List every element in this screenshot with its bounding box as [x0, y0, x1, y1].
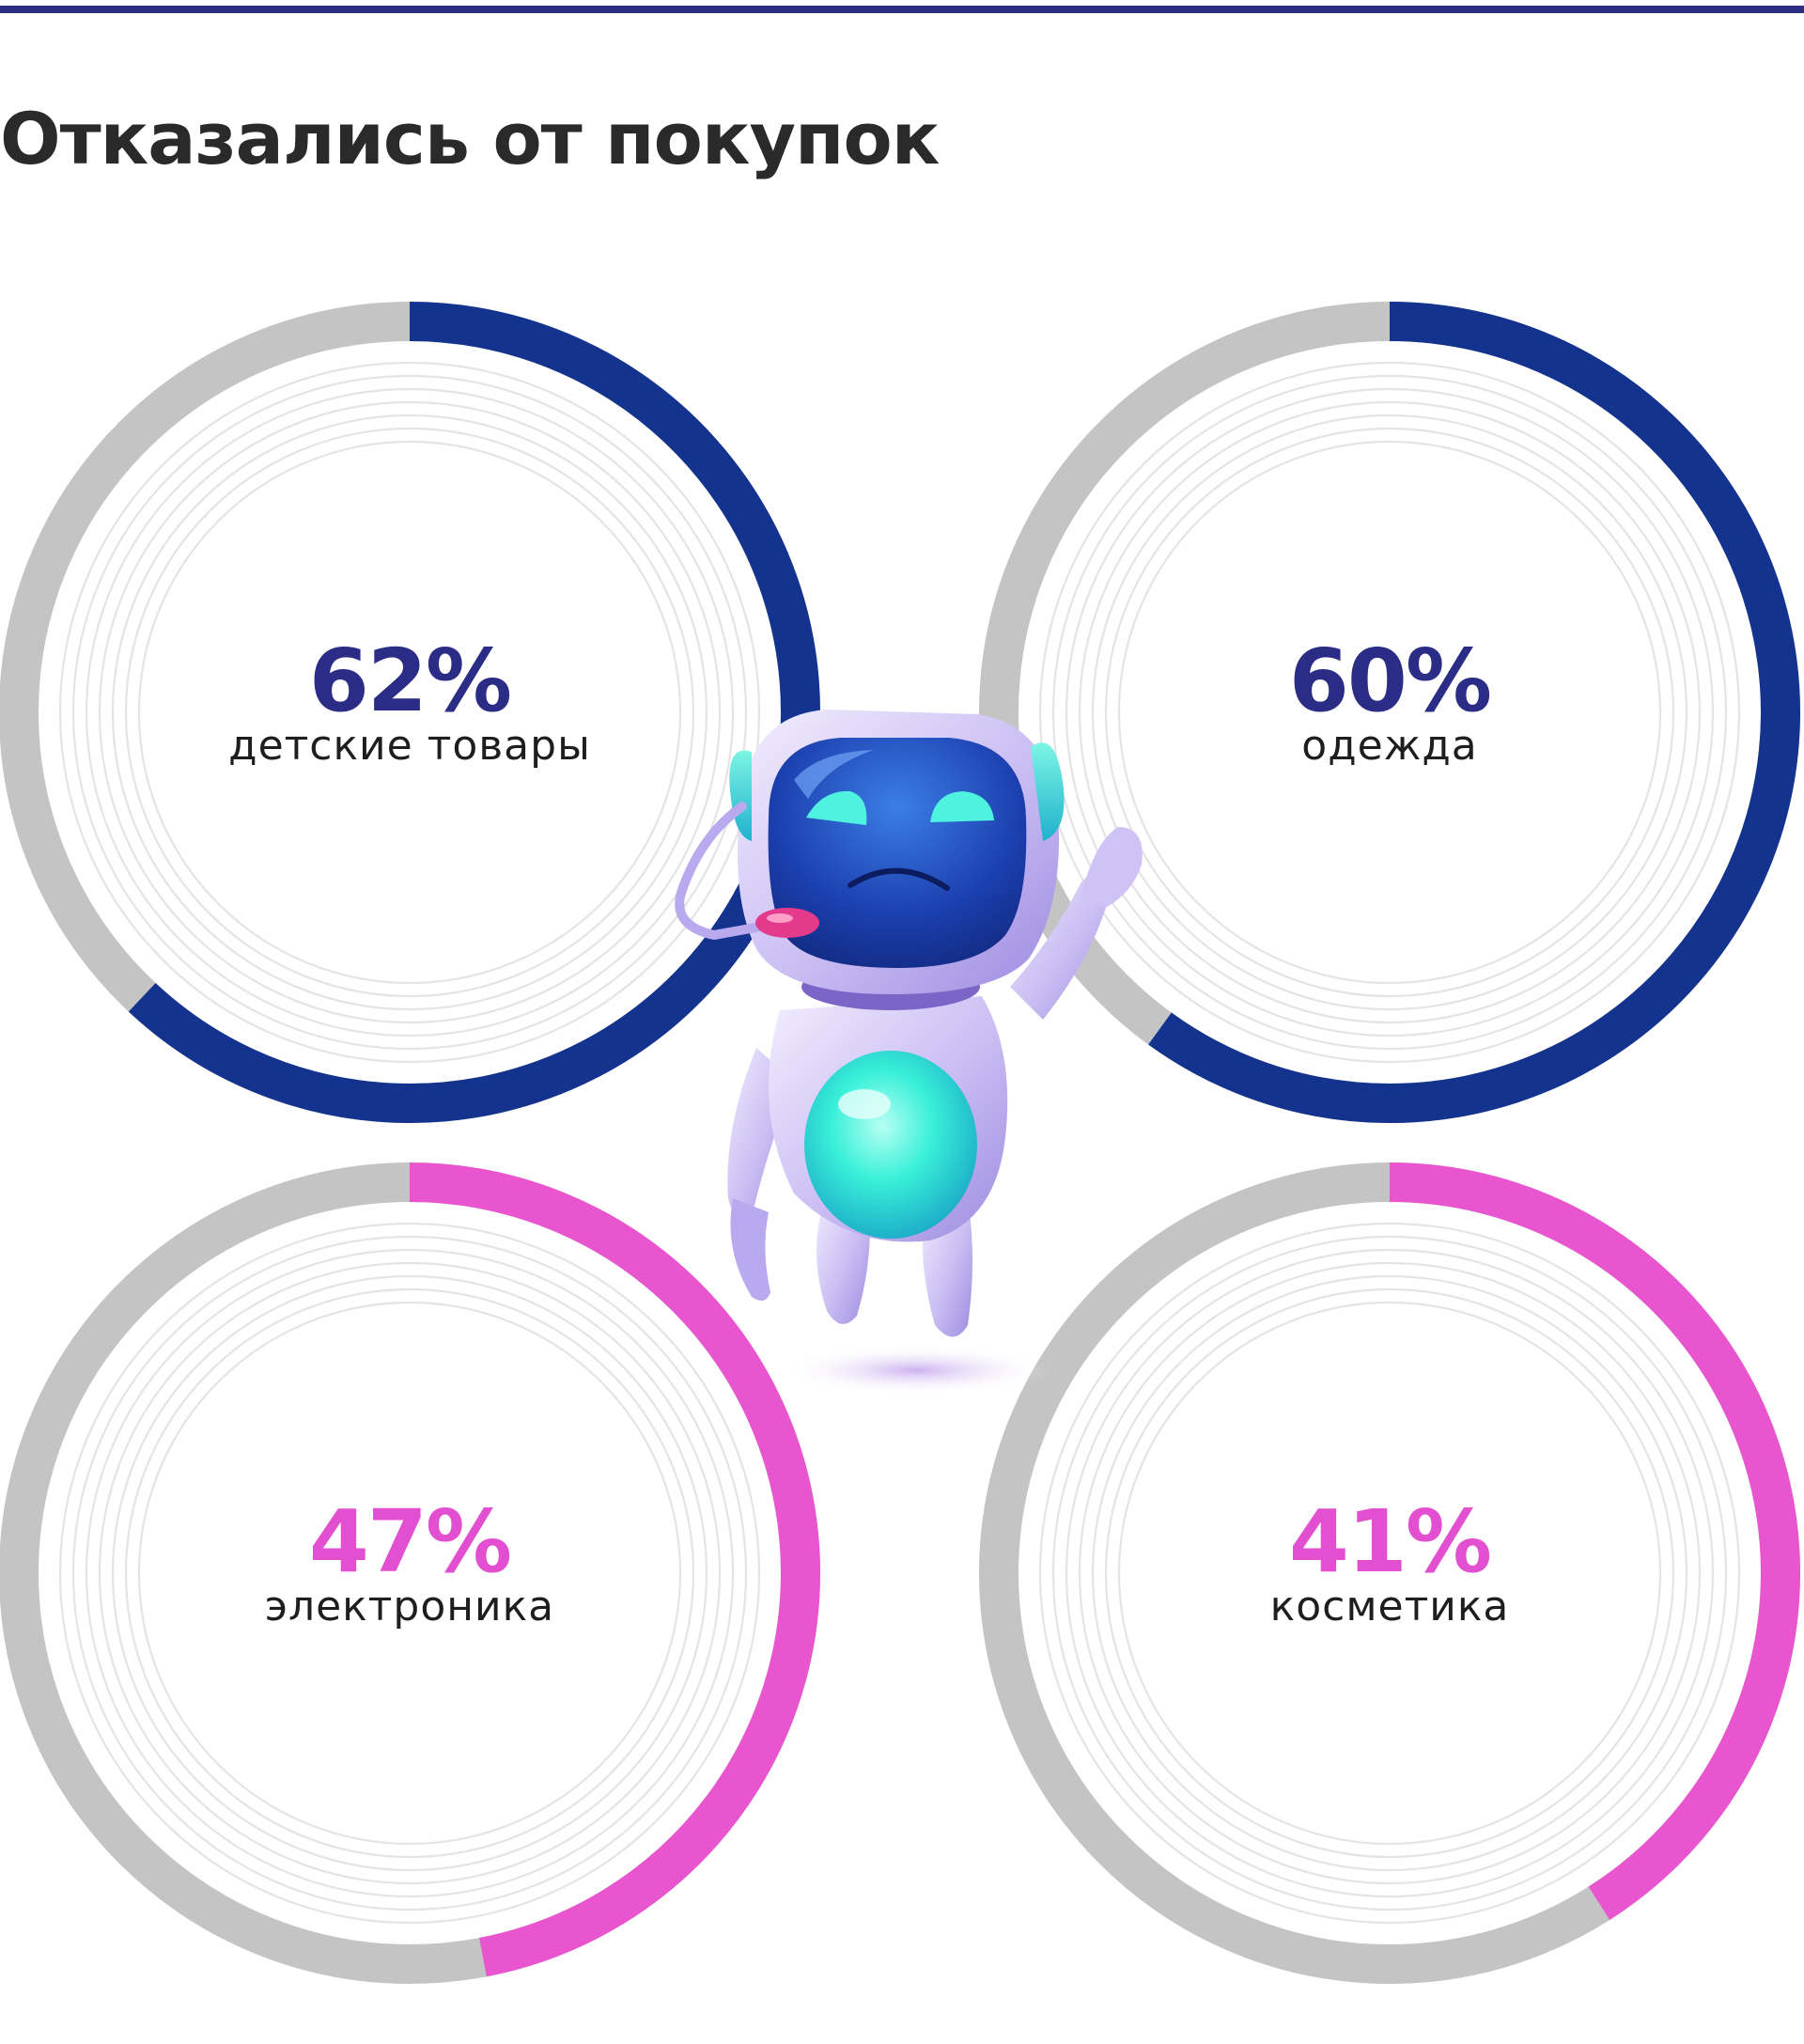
- decorative-ring: [71, 374, 748, 1051]
- category-label: косметика: [1270, 1583, 1510, 1631]
- decorative-ring: [124, 427, 695, 998]
- category-label: детские товары: [228, 722, 591, 770]
- decorative-ring: [71, 1235, 748, 1911]
- page-title: Отказались от покупок: [0, 97, 940, 180]
- decorative-ring: [98, 1261, 722, 1885]
- decorative-ring: [1104, 1287, 1675, 1859]
- value-label: 60%: [1289, 631, 1490, 731]
- donut-value-arc: [409, 1162, 820, 1977]
- decorative-ring: [85, 387, 735, 1038]
- decorative-ring: [1051, 1235, 1728, 1911]
- decorative-ring: [1117, 440, 1662, 985]
- donut-value-arc: [1148, 302, 1800, 1123]
- decorative-ring: [111, 1274, 708, 1872]
- decorative-ring: [137, 440, 682, 985]
- donut-value-arc: [1389, 1162, 1800, 1920]
- donut-chart-cosmetics: 41%косметика: [979, 1162, 1800, 1984]
- donut-chart-kids: 62%детские товары: [0, 302, 820, 1123]
- category-label: электроника: [265, 1583, 554, 1631]
- decorative-ring: [111, 413, 708, 1011]
- decorative-ring: [1065, 1248, 1715, 1898]
- decorative-ring: [1117, 1301, 1662, 1846]
- decorative-ring: [1065, 387, 1715, 1038]
- decorative-ring: [1078, 1261, 1702, 1885]
- value-label: 62%: [309, 631, 510, 731]
- decorative-ring: [1104, 427, 1675, 998]
- decorative-ring: [124, 1287, 695, 1859]
- decorative-ring: [1091, 1274, 1688, 1872]
- decorative-ring: [85, 1248, 735, 1898]
- category-label: одежда: [1301, 722, 1477, 770]
- decorative-ring: [1051, 374, 1728, 1051]
- top-rule: [0, 6, 1804, 13]
- donut-chart-electronics: 47%электроника: [0, 1162, 820, 1984]
- decorative-ring: [137, 1301, 682, 1846]
- decorative-ring: [1078, 400, 1702, 1024]
- value-label: 41%: [1289, 1491, 1490, 1592]
- donut-chart-clothing: 60%одежда: [979, 302, 1800, 1123]
- value-label: 47%: [309, 1491, 510, 1592]
- decorative-ring: [58, 1222, 761, 1925]
- decorative-ring: [58, 361, 761, 1064]
- robot-mascot-icon: [675, 710, 1143, 1395]
- decorative-ring: [1038, 361, 1741, 1064]
- decorative-ring: [98, 400, 722, 1024]
- decorative-ring: [1091, 413, 1688, 1011]
- decorative-ring: [1038, 1222, 1741, 1925]
